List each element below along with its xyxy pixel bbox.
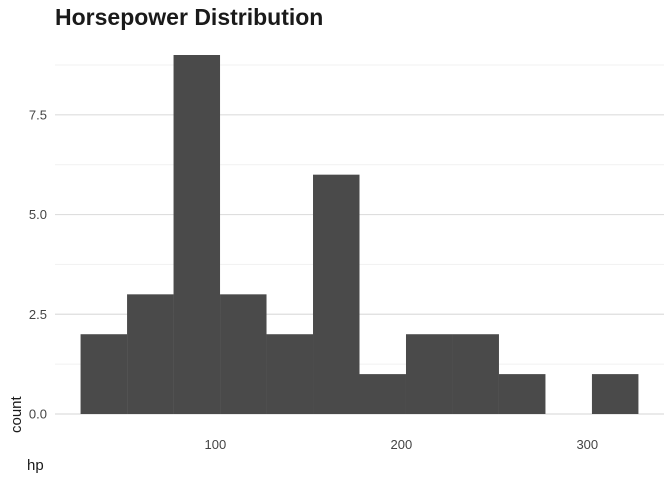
histogram-bar <box>127 294 174 414</box>
histogram-bars <box>80 55 639 414</box>
histogram-bar <box>452 334 499 414</box>
y-tick-label: 7.5 <box>29 107 47 122</box>
y-tick-label: 2.5 <box>29 307 47 322</box>
y-tick-label: 5.0 <box>29 207 47 222</box>
x-tick-label: 100 <box>205 437 227 452</box>
histogram-bar <box>591 374 639 414</box>
histogram-bar <box>405 334 453 414</box>
x-axis-tick-labels: 100 200 300 <box>205 437 599 452</box>
x-tick-label: 300 <box>576 437 598 452</box>
histogram-bar <box>313 174 360 414</box>
x-tick-label: 200 <box>390 437 412 452</box>
histogram-bar <box>220 294 267 414</box>
histogram-bar <box>266 334 314 414</box>
histogram-bar <box>80 334 128 414</box>
y-axis-tick-labels: 0.0 2.5 5.0 7.5 <box>29 107 47 421</box>
histogram-bar <box>173 55 221 414</box>
x-axis-title: hp <box>27 457 44 474</box>
y-axis-title: count <box>8 395 25 433</box>
histogram-bar <box>498 374 546 414</box>
y-tick-label: 0.0 <box>29 407 47 422</box>
histogram-bar <box>359 374 406 414</box>
chart-title: Horsepower Distribution <box>55 4 324 30</box>
